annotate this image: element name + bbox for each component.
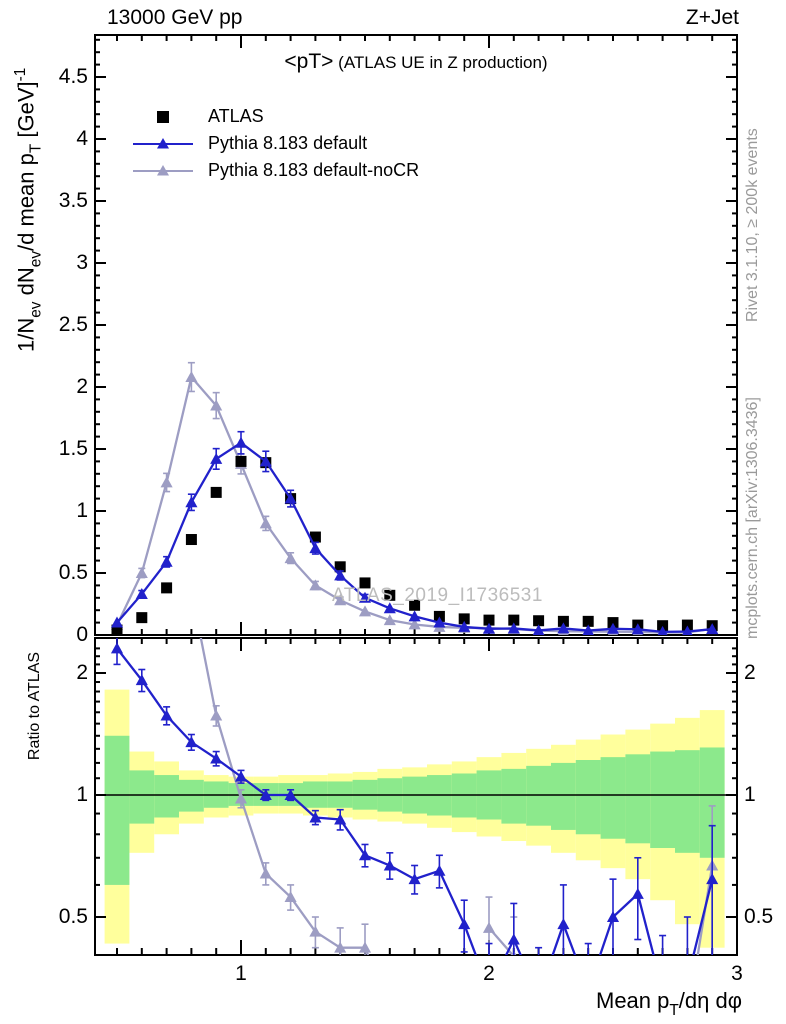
legend-label-pythia-default: Pythia 8.183 default	[208, 133, 368, 153]
plot-title-observable: <pT>	[284, 50, 334, 73]
ratio-y-tick-label-right: 2	[744, 660, 756, 684]
main-y-tick-label: 4	[76, 127, 88, 150]
axis-label-part: 1/N	[13, 317, 39, 352]
main-y-tick-label: 0	[76, 623, 88, 646]
analysis-id-watermark: ATLAS_2019_I1736531	[332, 585, 543, 606]
x-tick-label: 3	[731, 962, 743, 985]
main-y-tick-label: 4.5	[58, 65, 88, 88]
ratio-y-tick-label-left: 0.5	[58, 905, 88, 928]
x-tick-label: 1	[235, 962, 247, 985]
axis-label-part: [GeV]	[13, 81, 39, 144]
legend-row-pythia-default: Pythia 8.183 default	[131, 130, 419, 157]
process-label: Z+Jet	[685, 6, 739, 29]
main-y-tick-label: 1	[76, 499, 88, 522]
atlas-square-marker-icon	[131, 109, 195, 125]
legend-label-atlas: ATLAS	[208, 106, 264, 126]
main-y-tick-label: 1.5	[58, 437, 88, 460]
axis-label-part: T	[669, 1001, 679, 1019]
ratio-y-tick-label-left: 1	[76, 783, 88, 806]
legend-label-pythia-nocr: Pythia 8.183 default-noCR	[208, 160, 420, 180]
main-y-tick-label: 0.5	[58, 561, 88, 584]
main-y-tick-label: 2	[76, 375, 88, 398]
beam-energy-label: 13000 GeV pp	[107, 6, 243, 29]
ratio-y-tick-label-right: 0.5	[744, 905, 774, 928]
legend-row-pythia-nocr: Pythia 8.183 default-noCR	[131, 157, 419, 184]
main-y-axis-label: 1/Nev dNev/d mean pT [GeV]-1	[12, 32, 45, 352]
ratio-y-tick-label-left: 2	[76, 660, 88, 684]
pythia-default-triangle-marker-icon	[131, 136, 195, 152]
axis-label-part: dN	[13, 267, 39, 302]
ratio-y-tick-label-right: 1	[744, 783, 756, 806]
axis-label-part: /dη dφ	[678, 988, 742, 1013]
legend: ATLAS Pythia 8.183 default Pythia 8.183 …	[131, 103, 419, 184]
axis-label-part: -1	[12, 67, 29, 82]
x-tick-label: 2	[483, 962, 495, 985]
plot-title-detail: (ATLAS UE in Z production)	[333, 53, 548, 72]
axis-label-part: /d mean p	[13, 153, 39, 251]
legend-row-atlas: ATLAS	[131, 103, 419, 130]
x-axis-label: Mean pT/dη dφ	[596, 988, 742, 1020]
pythia-nocr-triangle-marker-icon	[131, 163, 195, 179]
main-y-tick-label: 3	[76, 251, 88, 274]
ratio-y-axis-label: Ratio to ATLAS	[26, 651, 43, 761]
main-y-tick-label: 3.5	[58, 189, 88, 212]
main-y-tick-label: 2.5	[58, 313, 88, 336]
plot-title: <pT> (ATLAS UE in Z production)	[95, 50, 737, 74]
rivet-version-credit: Rivet 3.1.10, ≥ 200k events	[744, 128, 761, 322]
axis-label-part: Mean p	[596, 988, 670, 1013]
mcplots-arxiv-credit: mcplots.cern.ch [arXiv:1306.3436]	[744, 397, 761, 639]
